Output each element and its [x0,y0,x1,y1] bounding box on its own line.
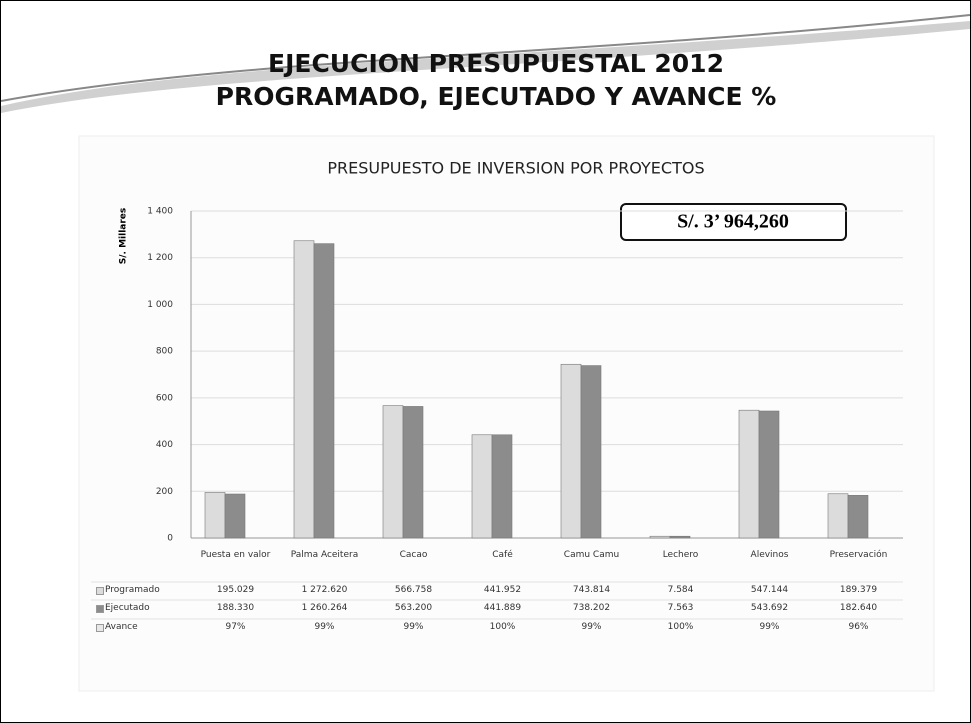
table-cell: 188.330 [216,603,255,613]
bar [580,365,602,539]
legend-swatch [96,605,104,613]
table-cell: 7.584 [667,585,694,595]
y-tick-label: 1 400 [147,207,173,217]
bar [738,409,760,539]
annotation-box [620,203,847,241]
y-axis-label: S/. Millares [119,208,129,265]
table-cell: 441.952 [483,585,522,595]
table-cell: 96% [848,622,869,632]
x-tick-label: Alevinos [750,550,789,560]
y-tick-label: 400 [156,440,173,450]
legend-swatch [96,587,104,595]
legend-label: Avance [105,622,138,632]
legend-label: Ejecutado [105,603,150,613]
bar [491,434,513,539]
bar [847,495,869,539]
table-cell: 547.144 [750,585,789,595]
bar [649,535,671,539]
x-tick-label: Puesta en valor [200,550,271,560]
table-cell: 100% [667,622,694,632]
y-tick-label: 200 [156,487,173,497]
bar [313,243,335,539]
bar [758,410,780,539]
annotation: S/. 3’ 964,260 [677,211,789,233]
bar [293,240,315,539]
slide-subtitle: PROGRAMADO, EJECUTADO Y AVANCE % [216,82,777,111]
bar [471,434,493,539]
slide-title: EJECUCION PRESUPUESTAL 2012 [268,49,724,78]
y-tick-label: 1 000 [147,300,173,310]
legend-label: Programado [105,585,160,595]
bar [382,405,404,539]
table-cell: 195.029 [216,585,255,595]
table-cell: 99% [314,622,335,632]
y-tick-label: 1 200 [147,253,173,263]
x-tick-label: Lechero [662,550,699,560]
y-tick-label: 800 [156,347,173,357]
table-cell: 189.379 [839,585,878,595]
chart-title: PRESUPUESTO DE INVERSION POR PROYECTOS [327,159,704,178]
bar [402,406,424,539]
table-cell: 1 272.620 [301,585,348,595]
x-tick-label: Cacao [399,550,428,560]
bar [224,493,246,539]
bar [827,493,849,539]
bar [669,535,691,539]
legend-swatch [96,624,104,632]
table-cell: 563.200 [394,603,433,613]
table-cell: 182.640 [839,603,878,613]
table-cell: 1 260.264 [301,603,348,613]
table-cell: 7.563 [667,603,694,613]
bar [204,492,226,539]
x-tick-label: Preservación [829,550,888,560]
table-cell: 99% [759,622,780,632]
swoosh-line [1,14,970,102]
table-cell: 543.692 [750,603,789,613]
table-cell: 566.758 [394,585,433,595]
table-cell: 100% [489,622,516,632]
y-tick-label: 600 [156,393,173,403]
x-tick-label: Café [492,550,513,560]
table-cell: 99% [581,622,602,632]
table-cell: 738.202 [572,603,611,613]
bar [560,363,582,539]
table-cell: 743.814 [572,585,611,595]
table-cell: 99% [403,622,424,632]
x-tick-label: Palma Aceitera [290,550,359,560]
y-tick-label: 0 [167,534,173,544]
x-tick-label: Camu Camu [563,550,620,560]
table-cell: 97% [225,622,246,632]
table-cell: 441.889 [483,603,522,613]
swoosh [1,21,970,113]
